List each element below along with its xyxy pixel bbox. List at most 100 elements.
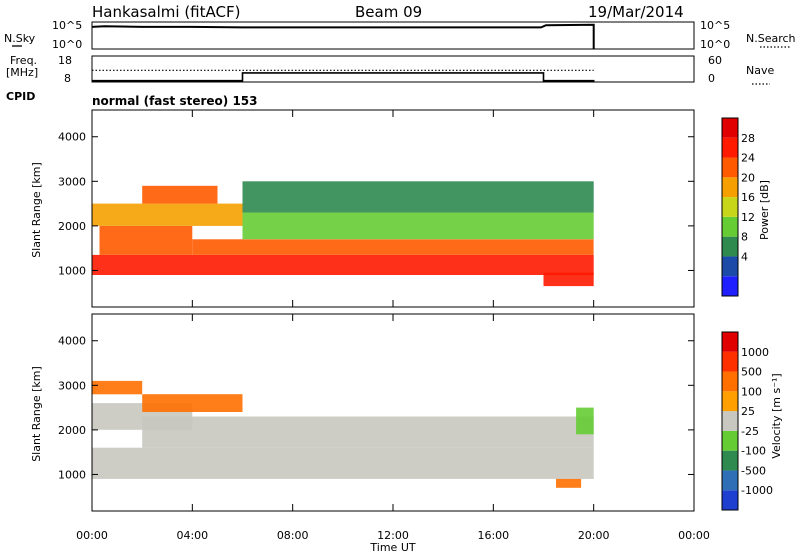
nsky-frame — [91, 21, 695, 50]
x-tick-label-1: 04:00 — [176, 529, 208, 542]
x-tick-label-5: 20:00 — [578, 529, 610, 542]
colorbar-segment-3 — [722, 216, 738, 237]
colorbar-segment-2 — [722, 450, 738, 471]
colorbar-segment-6 — [722, 371, 738, 392]
colorbar-tick-0: 1000 — [741, 346, 769, 359]
velocity-panel: 4000 3000 2000 1000 Slant Range [km] — [30, 313, 695, 512]
x-tick-label-6: 00:00 — [678, 529, 710, 542]
freq-panel: Freq. [MHz] 18 8 60 0 Nave — [6, 54, 774, 85]
y-tick-label-1: 3000 — [58, 175, 86, 188]
station-title: Hankasalmi (fitACF) — [92, 3, 240, 21]
colorbar-segment-4 — [722, 411, 738, 431]
colorbar-tick-6: -500 — [741, 464, 766, 477]
beam-title: Beam 09 — [355, 3, 422, 21]
colorbar-segment-5 — [722, 391, 738, 412]
nsky-panel: N.Sky 10^5 10^0 10^5 10^0 N.Search — [4, 19, 796, 51]
cpid-value: normal (fast stereo) 153 — [92, 94, 258, 108]
nave-label: Nave — [746, 64, 774, 77]
nsearch-tick-bottom: 10^0 — [700, 38, 730, 51]
colorbar-tick-2: 100 — [741, 385, 762, 398]
data-band-0 — [92, 254, 594, 275]
data-band-2 — [92, 203, 243, 226]
colorbar-tick-7: -1000 — [741, 484, 773, 497]
x-tick-label-0: 00:00 — [76, 529, 108, 542]
colorbar-tick-1: 500 — [741, 366, 762, 379]
colorbar-segment-0 — [722, 490, 738, 510]
colorbar-segment-7 — [722, 351, 738, 372]
colorbar-segment-5 — [722, 177, 738, 198]
nave-tick-top: 60 — [708, 54, 722, 67]
colorbar-segment-1 — [722, 470, 738, 491]
power-data-cells — [92, 181, 594, 287]
colorbar-frame — [721, 117, 739, 297]
y-tick-label-2: 2000 — [58, 220, 86, 233]
nsky-tick-top: 10^5 — [52, 19, 82, 32]
velocity-colorbar-label: Velocity [m s⁻¹] — [770, 373, 783, 458]
data-band-5 — [576, 407, 594, 435]
y-tick-label-0: 4000 — [58, 335, 86, 348]
x-tick-label-4: 16:00 — [477, 529, 509, 542]
colorbar-tick-6: 4 — [741, 250, 748, 263]
y-tick-label-1: 3000 — [58, 379, 86, 392]
data-band-7 — [142, 185, 218, 204]
colorbar-tick-4: -25 — [741, 425, 759, 438]
freq-tick-bottom: 8 — [64, 72, 71, 85]
data-band-4 — [92, 380, 143, 395]
cpid-label: CPID — [6, 90, 35, 103]
colorbar-segment-8 — [722, 332, 738, 352]
freq-series-line — [92, 72, 595, 82]
freq-label: Freq. — [10, 54, 37, 67]
colorbar-segment-4 — [722, 197, 738, 217]
colorbar-tick-2: 20 — [741, 171, 755, 184]
x-tick-labels: 00:00 04:00 08:00 12:00 16:00 20:00 00:00 — [76, 529, 710, 542]
power-y-ticks: 4000 3000 2000 1000 — [58, 131, 694, 277]
power-ylabel: Slant Range [km] — [30, 162, 43, 258]
data-band-1 — [99, 225, 193, 255]
colorbar-tick-5: -100 — [741, 445, 766, 458]
nsky-tick-bottom: 10^0 — [52, 38, 82, 51]
colorbar-segment-7 — [722, 137, 738, 158]
data-band-6 — [556, 478, 582, 488]
y-tick-label-3: 1000 — [58, 468, 86, 481]
colorbar-segment-0 — [722, 276, 738, 296]
nsearch-label: N.Search — [746, 32, 796, 45]
data-band-0 — [92, 447, 594, 479]
colorbar-tick-0: 28 — [741, 132, 755, 145]
freq-unit: [MHz] — [6, 66, 38, 79]
data-band-5 — [242, 181, 594, 213]
velocity-data-cells — [92, 380, 594, 488]
freq-frame — [91, 55, 695, 83]
colorbar-tick-5: 8 — [741, 231, 748, 244]
date-title: 19/Mar/2014 — [588, 3, 684, 21]
velocity-ylabel: Slant Range [km] — [30, 366, 43, 462]
x-tick-label-3: 12:00 — [377, 529, 409, 542]
y-tick-label-2: 2000 — [58, 424, 86, 437]
nsky-label: N.Sky — [4, 32, 36, 45]
velocity-colorbar: 1000 500 100 25 -25 -100 -500 -1000 — [721, 331, 773, 511]
data-band-1 — [142, 416, 594, 448]
nsearch-tick-top: 10^5 — [700, 19, 730, 32]
velocity-y-ticks: 4000 3000 2000 1000 — [58, 335, 694, 481]
power-x-ticks — [91, 110, 695, 307]
data-band-6 — [543, 272, 594, 287]
freq-tick-top: 18 — [58, 54, 72, 67]
colorbar-tick-3: 25 — [741, 405, 755, 418]
x-axis-label: Time UT — [369, 541, 415, 554]
power-colorbar: 28 24 20 16 12 8 4 — [721, 117, 755, 297]
data-band-3 — [142, 394, 243, 412]
velocity-x-ticks — [91, 314, 695, 511]
colorbar-segment-1 — [722, 256, 738, 277]
colorbar-segment-6 — [722, 157, 738, 178]
data-band-3 — [192, 239, 594, 255]
nsky-series-line — [91, 23, 595, 49]
colorbar-tick-4: 12 — [741, 211, 755, 224]
y-tick-label-3: 1000 — [58, 264, 86, 277]
colorbar-segment-2 — [722, 236, 738, 257]
power-colorbar-label: Power [dB] — [758, 180, 771, 240]
power-panel: 4000 3000 2000 1000 Slant Range [km] — [30, 109, 695, 308]
data-band-4 — [242, 212, 594, 240]
colorbar-tick-1: 24 — [741, 152, 755, 165]
nave-tick-bottom: 0 — [708, 72, 715, 85]
colorbar-segment-8 — [722, 118, 738, 138]
